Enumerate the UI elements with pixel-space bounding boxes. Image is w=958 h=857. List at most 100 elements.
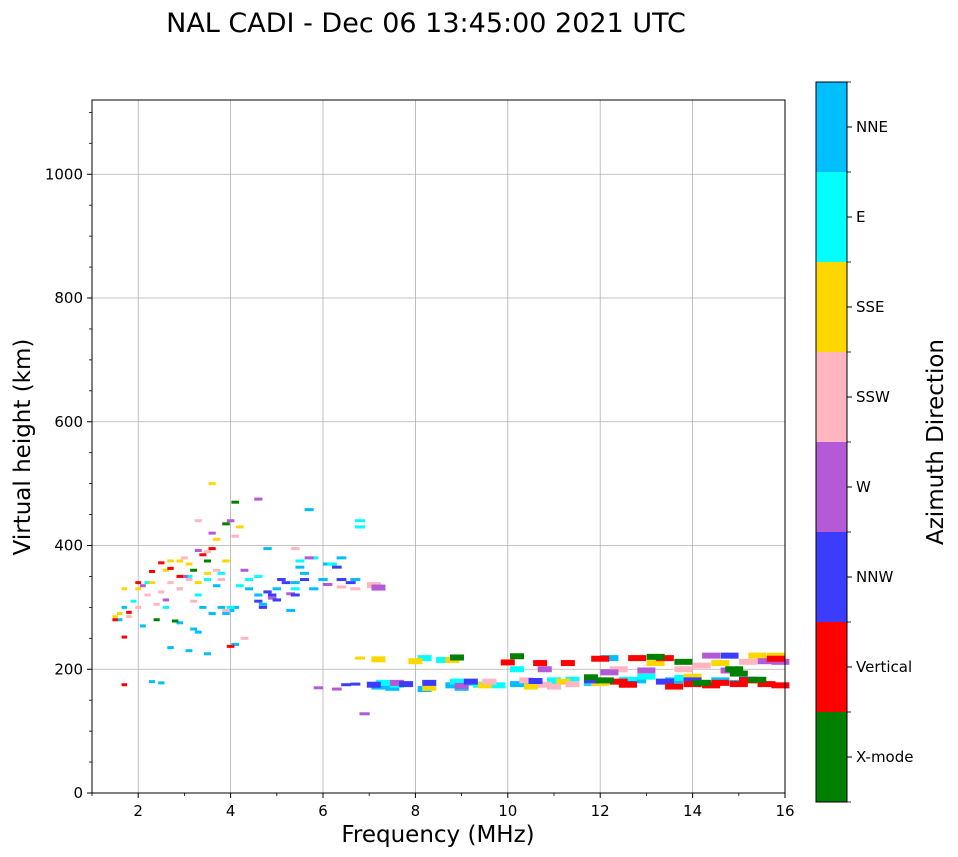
echo-point-x-mode — [510, 653, 525, 660]
echo-point-sse — [711, 660, 730, 667]
colorbar-tick-label: SSW — [856, 388, 890, 406]
echo-point-ssw — [692, 662, 711, 669]
echo-point-w — [600, 669, 619, 676]
echo-point-w — [139, 584, 146, 588]
colorbar-tick-label: X-mode — [856, 748, 913, 766]
echo-point-e — [162, 605, 170, 609]
echo-point-e — [510, 666, 525, 673]
echo-point-e — [637, 673, 656, 680]
echo-point-nne — [445, 682, 460, 689]
echo-point-w — [240, 568, 249, 572]
echo-point-nnw — [281, 581, 291, 585]
echo-point-nnw — [655, 678, 674, 685]
echo-point-vertical — [628, 655, 647, 662]
echo-point-ssw — [547, 683, 561, 690]
grid-lines — [92, 100, 785, 793]
echo-point-w — [181, 574, 188, 578]
echo-point-sse — [748, 652, 767, 659]
echo-point-sse — [646, 660, 665, 667]
echo-point-nnw — [683, 677, 702, 684]
echo-point-w — [162, 598, 170, 602]
echo-point-nne — [600, 655, 619, 662]
echo-point-w — [389, 679, 404, 686]
x-tick-label: 8 — [411, 802, 421, 820]
echo-point-vertical — [771, 682, 790, 689]
echo-point-nne — [226, 608, 235, 612]
echo-point-vertical — [665, 683, 684, 690]
echo-point-nne — [318, 578, 328, 582]
y-tick-label: 200 — [54, 660, 83, 678]
echo-point-vertical — [149, 569, 156, 573]
echo-point-vertical — [121, 635, 128, 639]
echo-point-vertical — [158, 561, 165, 565]
echo-point-nne — [286, 608, 296, 612]
echo-point-sse — [167, 559, 174, 563]
echo-point-nnw — [720, 652, 739, 659]
echo-point-sse — [185, 562, 193, 566]
echo-point-ssw — [290, 547, 300, 551]
echo-point-nne — [217, 605, 226, 609]
echo-point-vertical — [711, 679, 730, 686]
echo-point-w — [702, 652, 721, 659]
echo-point-vertical — [702, 682, 721, 689]
echo-point-nnw — [583, 677, 598, 684]
echo-point-w — [359, 712, 370, 716]
echo-point-nne — [272, 587, 282, 591]
echo-point-nnw — [528, 678, 543, 685]
echo-point-w — [332, 687, 342, 691]
echo-point-ssw — [167, 581, 174, 585]
echo-point-sse — [194, 581, 202, 585]
colorbar-swatch-nne — [816, 82, 847, 172]
echo-point-nne — [628, 677, 647, 684]
echo-point-sse — [222, 559, 230, 563]
colorbar-tick-label: W — [856, 478, 871, 496]
colorbar-tick-label: SSE — [856, 298, 885, 316]
echo-point-nne — [208, 612, 216, 616]
echo-point-e — [354, 519, 366, 523]
echo-point-nne — [190, 627, 198, 631]
echo-point-e — [547, 677, 561, 684]
colorbar-swatch-sse — [816, 262, 847, 352]
echo-point-nne — [176, 621, 184, 625]
echo-point-w — [286, 592, 296, 596]
echo-point-nne — [385, 684, 400, 691]
echo-point-nnw — [345, 581, 356, 585]
plot-frame — [91, 99, 786, 794]
echo-point-ssw — [126, 615, 132, 619]
echo-point-sse — [354, 656, 366, 660]
echo-point-nne — [231, 643, 240, 646]
echo-point-ssw — [153, 602, 160, 606]
colorbar-swatch-x-mode — [816, 712, 847, 802]
echo-point-x-mode — [674, 658, 693, 665]
echo-point-nnw — [267, 593, 277, 597]
echo-point-nnw — [399, 681, 414, 688]
echo-point-vertical — [121, 683, 128, 687]
echo-point-nne — [295, 565, 305, 569]
echo-point-w — [637, 667, 656, 674]
echo-point-x-mode — [190, 568, 198, 572]
echo-point-nne — [510, 681, 525, 688]
echo-point-ssw — [609, 666, 628, 673]
echo-point-e — [144, 581, 151, 585]
echo-point-sse — [422, 684, 437, 691]
echo-point-x-mode — [449, 654, 464, 661]
echo-point-sse — [112, 615, 118, 619]
echo-point-nnw — [272, 598, 282, 602]
echo-point-vertical — [729, 681, 748, 688]
echo-point-sse — [162, 568, 170, 572]
echo-point-w — [267, 596, 277, 600]
y-tick-label: 800 — [54, 289, 83, 307]
echo-point-w — [226, 519, 235, 523]
x-tick-label: 16 — [775, 802, 794, 820]
echo-point-vertical — [618, 681, 637, 688]
colorbar-swatch-ssw — [816, 352, 847, 442]
echo-point-e — [290, 587, 300, 591]
echo-point-sse — [683, 673, 702, 680]
colorbar-swatch-vertical — [816, 622, 847, 712]
echo-point-w — [254, 497, 263, 501]
echo-point-x-mode — [231, 500, 240, 504]
echo-point-nne — [185, 649, 193, 653]
echo-point-vertical — [176, 574, 184, 578]
echo-point-e — [449, 678, 464, 685]
echo-point-nne — [336, 556, 347, 560]
